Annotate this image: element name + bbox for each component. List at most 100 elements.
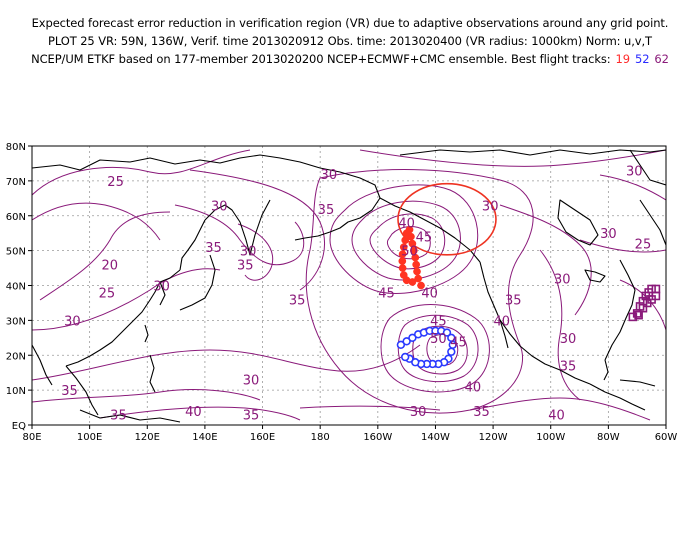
contour-line [99, 406, 301, 421]
contour-label: 50 [401, 245, 418, 260]
figure-title: Expected forecast error reduction in ver… [0, 14, 700, 68]
coastline-na-arctic [399, 149, 666, 156]
contour-label: 30 [321, 168, 338, 183]
flight-track-62-point [647, 284, 656, 294]
x-tick-label: 140E [192, 432, 217, 443]
contour-label: 25 [635, 238, 652, 253]
flight-tracks [396, 225, 661, 369]
contour-line [299, 405, 441, 411]
x-tick-label: 160W [363, 432, 392, 443]
contour-label: 35 [205, 241, 222, 256]
contour-line [397, 314, 479, 383]
axis-ticks: 80E 100E 120E 140E 160E 180 160W 140W 120W 100W 80… [6, 142, 678, 443]
contour-label: 45 [430, 314, 447, 329]
coastline-baja [499, 319, 509, 349]
contour-label: 50 [430, 332, 447, 347]
contour-label: 45 [378, 286, 395, 301]
flight-track-52-point [408, 333, 417, 343]
contour-label: 35 [110, 409, 127, 424]
contour-line [39, 211, 171, 301]
x-tick-label: 160E [250, 432, 275, 443]
contour-label: 30 [240, 245, 257, 260]
contour-line [599, 174, 666, 201]
y-tick-label: 80N [6, 142, 26, 153]
x-tick-label: 140W [421, 432, 450, 443]
coastlines [32, 149, 666, 423]
contour-label: 30 [243, 374, 260, 389]
x-tick-label: 80W [597, 432, 620, 443]
contour-label: 30 [211, 199, 228, 214]
contour-label: 30 [626, 164, 643, 179]
y-tick-label: 10N [6, 386, 26, 397]
contour-line [499, 204, 592, 316]
contour-label: 40 [185, 405, 202, 420]
y-tick-label: 40N [6, 282, 26, 293]
y-tick-label: 30N [6, 316, 26, 327]
coastline-japan [179, 254, 216, 311]
x-tick-label: 80E [22, 432, 41, 443]
title-line-2: PLOT 25 VR: 59N, 136W, Verif. time 20130… [48, 34, 652, 48]
contour-line [189, 169, 325, 291]
contour-line [412, 325, 468, 375]
flight-track-52-point [396, 340, 406, 349]
title-line-3-text: NCEP/UM ETKF based on 177-member 2013020… [31, 52, 611, 66]
contour-line [32, 389, 261, 403]
flight-track-52-point [402, 337, 411, 346]
x-tick-label: 100W [536, 432, 565, 443]
coastline-cuba [619, 379, 656, 387]
y-tick-label: 60N [6, 212, 26, 223]
lat-lon-grid [32, 146, 666, 425]
coastline-aleutians [294, 231, 331, 241]
contour-line [469, 397, 651, 421]
contour-line [32, 268, 221, 331]
contour-line [539, 249, 581, 401]
coastline-indochina [65, 365, 99, 416]
flight-track-19-point [414, 274, 423, 283]
x-tick-label: 120E [135, 432, 160, 443]
contour-label: 45 [450, 335, 467, 350]
flight-track-52-point [400, 352, 410, 362]
coastline-na-east [604, 259, 636, 361]
flight-track-62-point [634, 310, 643, 320]
contour-label: 40 [398, 217, 415, 232]
coastline-central-america [589, 383, 646, 411]
contour-line [579, 239, 666, 253]
title-line-3: NCEP/UM ETKF based on 177-member 2013020… [0, 50, 700, 68]
coastline-asia-north [32, 154, 321, 171]
contour-label: 40 [493, 314, 510, 329]
contour-label: 35 [560, 360, 577, 375]
flight-track-19-point [417, 281, 425, 290]
contour-label: 35 [289, 293, 306, 308]
flight-track-62-point [642, 298, 652, 308]
x-tick-label: 60W [655, 432, 678, 443]
track-number-52: 52 [634, 52, 650, 66]
coastline-alaska-south [379, 197, 481, 263]
contour-line [174, 204, 305, 266]
flight-track-62-point [638, 303, 648, 313]
contour-label: 35 [243, 409, 260, 424]
contour-line [32, 344, 421, 381]
flight-track-19-point [413, 267, 421, 276]
contour-label: 40 [548, 409, 565, 424]
track-number-19: 19 [615, 52, 631, 66]
contour-line [32, 149, 251, 196]
contour-line [32, 202, 161, 241]
coastline-india [32, 344, 53, 386]
contour-label: 35 [473, 405, 490, 420]
coastline-labrador [639, 199, 666, 246]
track-number-62: 62 [654, 52, 669, 66]
flight-track-19-point [412, 260, 420, 269]
coastline-na-west [479, 261, 591, 385]
contour-line [369, 213, 446, 270]
coastline-okhotsk [179, 219, 206, 271]
contour-label: 25 [99, 286, 116, 301]
coastline-hudson [557, 199, 599, 246]
contour-label: 35 [61, 384, 78, 399]
contour-label: 45 [416, 231, 433, 246]
flight-track-19-point [402, 229, 411, 238]
coastline-indonesia [79, 409, 181, 423]
y-tick-label: 50N [6, 247, 26, 258]
flight-track-19-point [399, 271, 408, 279]
